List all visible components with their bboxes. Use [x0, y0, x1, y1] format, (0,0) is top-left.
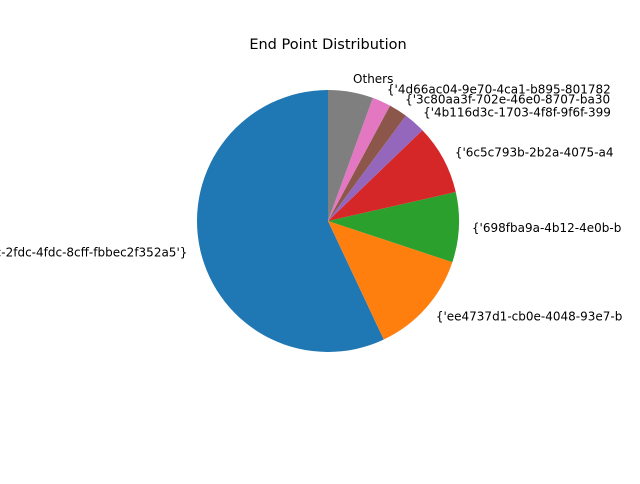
pie-slice-label: {'4d66ac04-9e70-4ca1-b895-801782	[387, 82, 611, 96]
pie-slice	[328, 115, 423, 221]
pie-labels: {'37dcd0ac-2fdc-4fdc-8cff-fbbec2f352a5'}…	[0, 72, 622, 324]
pie-slice-label: {'698fba9a-4b12-4e0b-b	[472, 221, 621, 235]
pie-slice-label: {'3c80aa3f-702e-46e0-8707-ba30	[405, 92, 610, 106]
pie-slice	[328, 105, 406, 221]
pie-slice-label: {'37dcd0ac-2fdc-4fdc-8cff-fbbec2f352a5'}	[0, 245, 187, 259]
pie-slice-label: {'6c5c793b-2b2a-4075-a4	[455, 146, 614, 160]
pie-slice-label: Others	[353, 72, 393, 86]
pie-slice-label: {'4b116d3c-1703-4f8f-9f6f-399	[423, 106, 611, 120]
pie-slice	[196, 90, 384, 353]
pie-slice	[328, 90, 373, 221]
pie-slice	[328, 221, 453, 340]
pie-slice	[328, 130, 456, 221]
chart-title: End Point Distribution	[249, 37, 406, 53]
pie-slice	[328, 97, 390, 221]
pie-slice	[328, 192, 459, 263]
pie-slices	[196, 90, 459, 353]
pie-slice-label: {'ee4737d1-cb0e-4048-93e7-b	[436, 310, 622, 324]
